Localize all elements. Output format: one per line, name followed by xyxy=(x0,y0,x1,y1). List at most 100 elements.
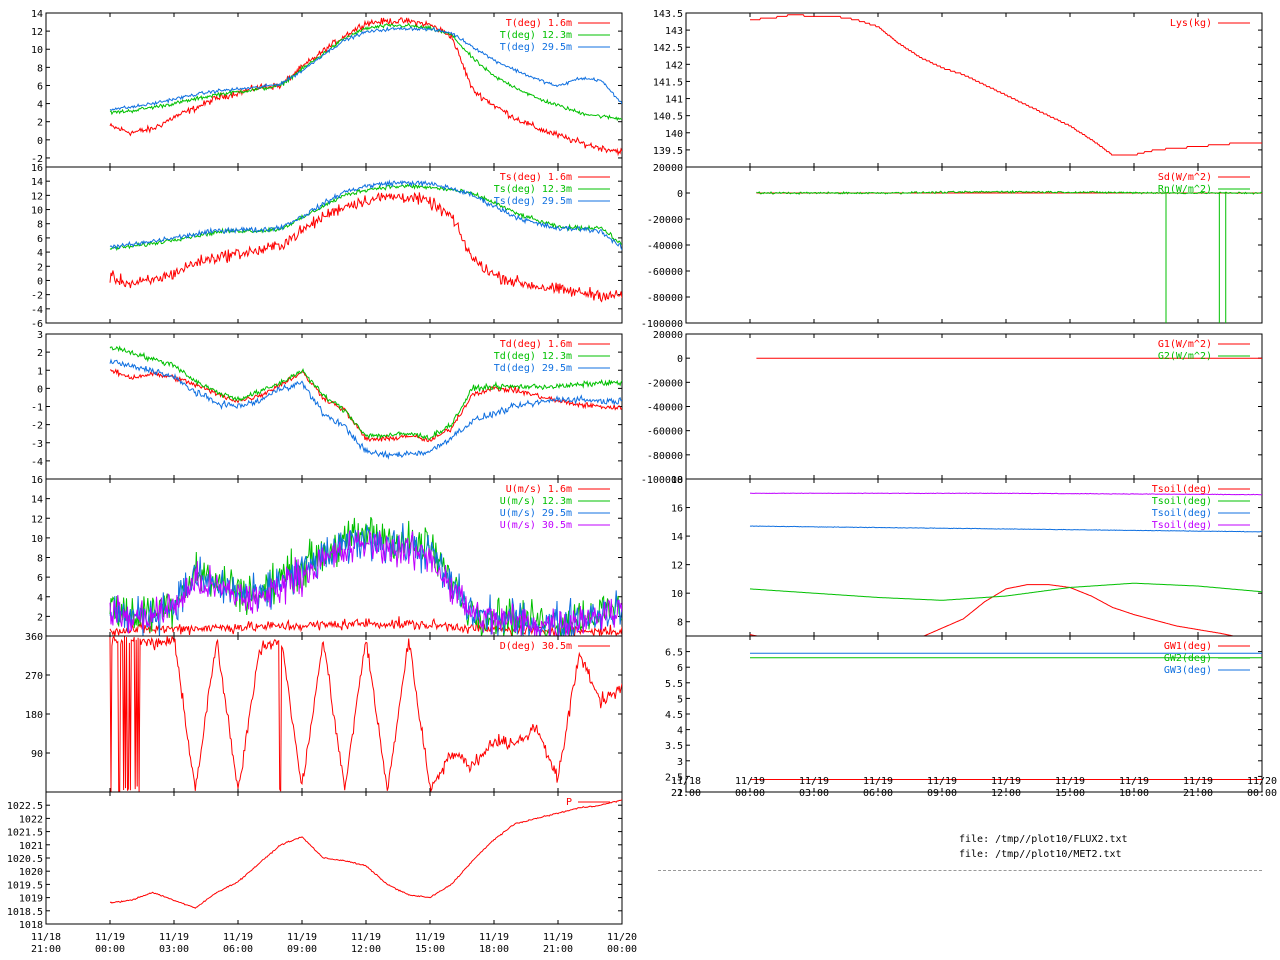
y-tick-label: 180 xyxy=(25,710,43,721)
y-tick-label: 6 xyxy=(37,573,43,584)
legend-label: Ts(deg) 1.6m xyxy=(500,172,572,183)
y-tick-label: 4 xyxy=(37,248,43,259)
series-line xyxy=(109,345,622,440)
y-tick-label: 14 xyxy=(671,532,683,543)
x-tick-time: 12:00 xyxy=(351,944,381,955)
y-tick-label: 4.5 xyxy=(665,710,683,721)
y-tick-label: -100000 xyxy=(641,475,683,486)
plot-area xyxy=(109,636,622,792)
y-tick-label: 5 xyxy=(677,694,683,705)
series-line xyxy=(109,516,622,636)
x-tick-time: 09:00 xyxy=(287,944,317,955)
y-tick-label: -40000 xyxy=(647,241,683,252)
panel-5: 1018 1018.5 1019 1019.5 1020 1020.5 1021 1021.5… xyxy=(7,791,623,931)
y-tick-label: 2 xyxy=(677,788,683,799)
series-line xyxy=(109,183,622,251)
series-line xyxy=(749,492,1262,496)
x-tick-date: 11/19 xyxy=(479,932,509,943)
y-tick-label: 18 xyxy=(671,475,683,486)
y-tick-label: -4 xyxy=(31,305,43,316)
x-tick-date: 11/19 xyxy=(1055,776,1085,787)
plot-area xyxy=(756,357,1262,479)
y-tick-label: 3.5 xyxy=(665,741,683,752)
x-tick-date: 11/19 xyxy=(95,932,125,943)
plot-area xyxy=(750,652,1262,780)
y-tick-label: 10 xyxy=(31,45,43,56)
legend-label: U(m/s) 29.5m xyxy=(500,508,572,519)
x-tick-date: 11/19 xyxy=(223,932,253,943)
series-line xyxy=(109,17,622,157)
y-tick-label: 141 xyxy=(665,95,683,106)
y-tick-label: 12 xyxy=(31,27,43,38)
legend-label: G1(W/m^2) xyxy=(1158,339,1212,350)
x-tick-time: 18:00 xyxy=(1119,788,1149,799)
x-tick-date: 11/19 xyxy=(991,776,1021,787)
y-tick-label: 142 xyxy=(665,60,683,71)
y-tick-label: 12 xyxy=(31,514,43,525)
legend-label: GW2(deg) xyxy=(1164,653,1212,664)
y-tick-label: 8 xyxy=(677,618,683,629)
panel-6: 139.5 140 140.5 141 141.5 142 142.5 143 143.5 Lys… xyxy=(653,9,1263,168)
x-tick-date: 11/19 xyxy=(927,776,957,787)
legend-label: T(deg) 12.3m xyxy=(500,30,572,41)
y-tick-label: -40000 xyxy=(647,403,683,414)
legend-label: Ts(deg) 12.3m xyxy=(494,184,572,195)
legend-label: Td(deg) 29.5m xyxy=(494,363,572,374)
y-tick-label: 1021 xyxy=(19,841,43,852)
series-line xyxy=(749,582,1262,601)
legend-label: U(m/s) 30.5m xyxy=(500,520,572,531)
y-tick-label: 3 xyxy=(677,757,683,768)
y-tick-label: 141.5 xyxy=(653,77,683,88)
y-tick-label: 1021.5 xyxy=(7,828,43,839)
x-tick-date: 11/19 xyxy=(415,932,445,943)
y-tick-label: -2 xyxy=(31,421,43,432)
file-label-flux: file: /tmp//plot10/FLUX2.txt xyxy=(959,834,1128,845)
y-tick-label: 140 xyxy=(665,129,683,140)
plot-area xyxy=(750,14,1262,156)
y-tick-label: 0 xyxy=(677,354,683,365)
series-line xyxy=(749,584,1262,636)
legend-label: Tsoil(deg) xyxy=(1152,508,1212,519)
y-tick-label: -80000 xyxy=(647,451,683,462)
y-tick-label: 6 xyxy=(677,663,683,674)
x-tick-time: 06:00 xyxy=(223,944,253,955)
x-tick-time: 03:00 xyxy=(159,944,189,955)
y-tick-label: -4 xyxy=(31,457,43,468)
x-tick-date: 11/20 xyxy=(607,932,637,943)
left-time-axis: 11/1821:0011/1900:0011/1903:0011/1906:00… xyxy=(31,932,637,955)
y-tick-label: 143.5 xyxy=(653,9,683,20)
x-tick-date: 11/20 xyxy=(1247,776,1277,787)
y-tick-label: 6.5 xyxy=(665,648,683,659)
y-tick-label: 10 xyxy=(31,206,43,217)
x-tick-date: 11/19 xyxy=(287,932,317,943)
y-tick-label: 10 xyxy=(31,534,43,545)
y-tick-label: 8 xyxy=(37,220,43,231)
y-tick-label: 0 xyxy=(37,276,43,287)
panel-frame xyxy=(45,635,623,793)
series-line xyxy=(109,358,622,460)
x-tick-time: 12:00 xyxy=(991,788,1021,799)
plot-area xyxy=(756,189,1262,323)
legend-label: Tsoil(deg) xyxy=(1152,484,1212,495)
file-label-met: file: /tmp//plot10/MET2.txt xyxy=(959,849,1122,860)
y-tick-label: 3 xyxy=(37,330,43,341)
x-tick-date: 11/19 xyxy=(863,776,893,787)
series-line xyxy=(749,525,1262,533)
y-tick-label: -20000 xyxy=(647,378,683,389)
y-tick-label: -3 xyxy=(31,439,43,450)
x-tick-date: 11/19 xyxy=(735,776,765,787)
y-tick-label: 1022 xyxy=(19,814,43,825)
series-line xyxy=(109,530,622,636)
y-tick-label: 12 xyxy=(31,191,43,202)
dashed-separator xyxy=(658,870,1262,871)
x-tick-date: 11/19 xyxy=(159,932,189,943)
y-tick-label: 14 xyxy=(31,495,43,506)
y-tick-label: 90 xyxy=(31,749,43,760)
plot-area xyxy=(109,799,622,909)
y-tick-label: 1018.5 xyxy=(7,907,43,918)
panel-frame xyxy=(45,791,623,925)
panel-9: 81012141618Tsoil(deg)Tsoil(deg)Tsoil(deg… xyxy=(671,475,1263,637)
y-tick-label: -60000 xyxy=(647,267,683,278)
x-tick-time: 15:00 xyxy=(1055,788,1085,799)
y-tick-label: 1018 xyxy=(19,920,43,931)
